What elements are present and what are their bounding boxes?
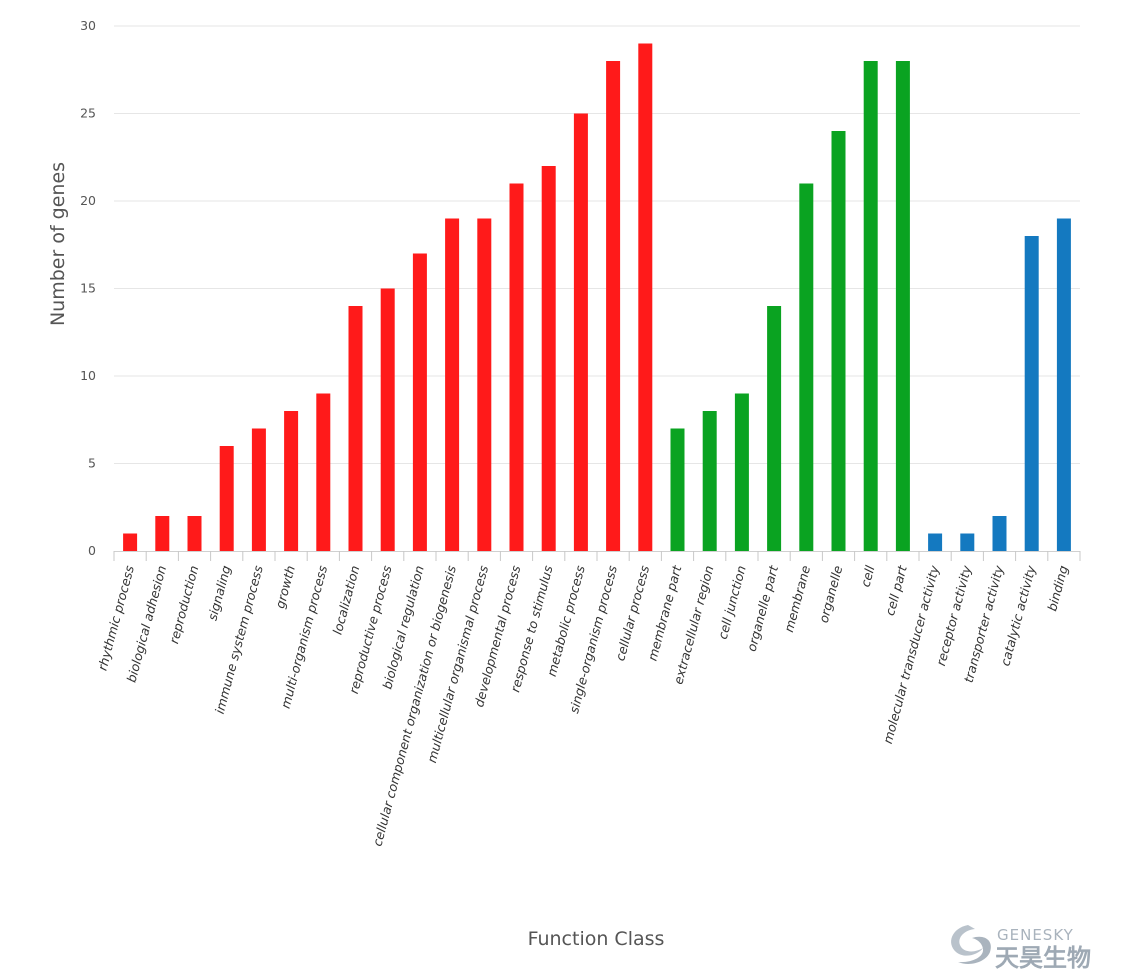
- logo-brand-cn: 天昊生物: [995, 944, 1091, 972]
- y-tick-label: 20: [80, 193, 96, 208]
- x-category-label: cellular process: [612, 563, 652, 662]
- bar: [734, 393, 749, 551]
- bar: [187, 516, 202, 551]
- x-category-label: cell: [858, 563, 878, 588]
- y-tick-label: 0: [88, 543, 96, 558]
- grid-lines: [114, 25, 1080, 464]
- bar: [445, 218, 460, 551]
- x-category-label: growth: [272, 564, 298, 610]
- y-axis-title: Number of genes: [47, 162, 69, 326]
- bar: [928, 533, 943, 551]
- bar: [863, 61, 878, 551]
- bar: [380, 288, 395, 551]
- bar: [412, 253, 427, 551]
- x-category-label: binding: [1044, 564, 1071, 613]
- logo-brand-en: GENESKY: [997, 926, 1074, 944]
- bar: [670, 428, 685, 551]
- y-axis-ticks: 0 5 10 15 20 25 30: [80, 18, 96, 558]
- bar: [316, 393, 331, 551]
- y-tick-label: 10: [80, 368, 96, 383]
- bar: [284, 411, 299, 551]
- swirl-logo-icon: [951, 925, 991, 964]
- bar: [251, 428, 266, 551]
- y-tick-label: 30: [80, 18, 96, 33]
- bar: [1024, 236, 1039, 551]
- bar: [573, 113, 588, 551]
- x-category-label: membrane: [781, 564, 813, 634]
- bar: [606, 61, 621, 551]
- x-category-label: cell part: [882, 563, 910, 617]
- bar: [895, 61, 910, 551]
- x-category-label: organelle: [816, 564, 846, 625]
- y-tick-label: 15: [80, 281, 96, 296]
- bar: [799, 183, 814, 551]
- bar: [509, 183, 524, 551]
- bar: [219, 446, 234, 551]
- genesky-logo: GENESKY 天昊生物: [951, 925, 1091, 972]
- bars: [123, 43, 1071, 551]
- bar: [831, 131, 846, 551]
- bar: [1056, 218, 1071, 551]
- bar: [477, 218, 492, 551]
- bar: [992, 516, 1007, 551]
- bar: [123, 533, 138, 551]
- bar: [638, 43, 653, 551]
- bar: [960, 533, 975, 551]
- x-category-label: localization: [330, 564, 363, 636]
- x-category-label: catalytic activity: [997, 563, 1038, 667]
- x-axis-title: Function Class: [528, 928, 665, 950]
- bar: [541, 166, 556, 551]
- bar: [348, 306, 363, 551]
- x-category-label: signaling: [205, 564, 234, 622]
- x-category-label: membrane part: [645, 563, 685, 663]
- bar: [767, 306, 782, 551]
- x-category-label: organelle part: [744, 563, 782, 653]
- x-category-label: cell junction: [715, 564, 749, 641]
- y-tick-label: 25: [80, 106, 96, 121]
- x-axis: [113, 551, 1081, 561]
- bar: [155, 516, 170, 551]
- y-tick-label: 5: [88, 456, 96, 471]
- bar: [702, 411, 717, 551]
- x-category-label: reproduction: [166, 564, 201, 645]
